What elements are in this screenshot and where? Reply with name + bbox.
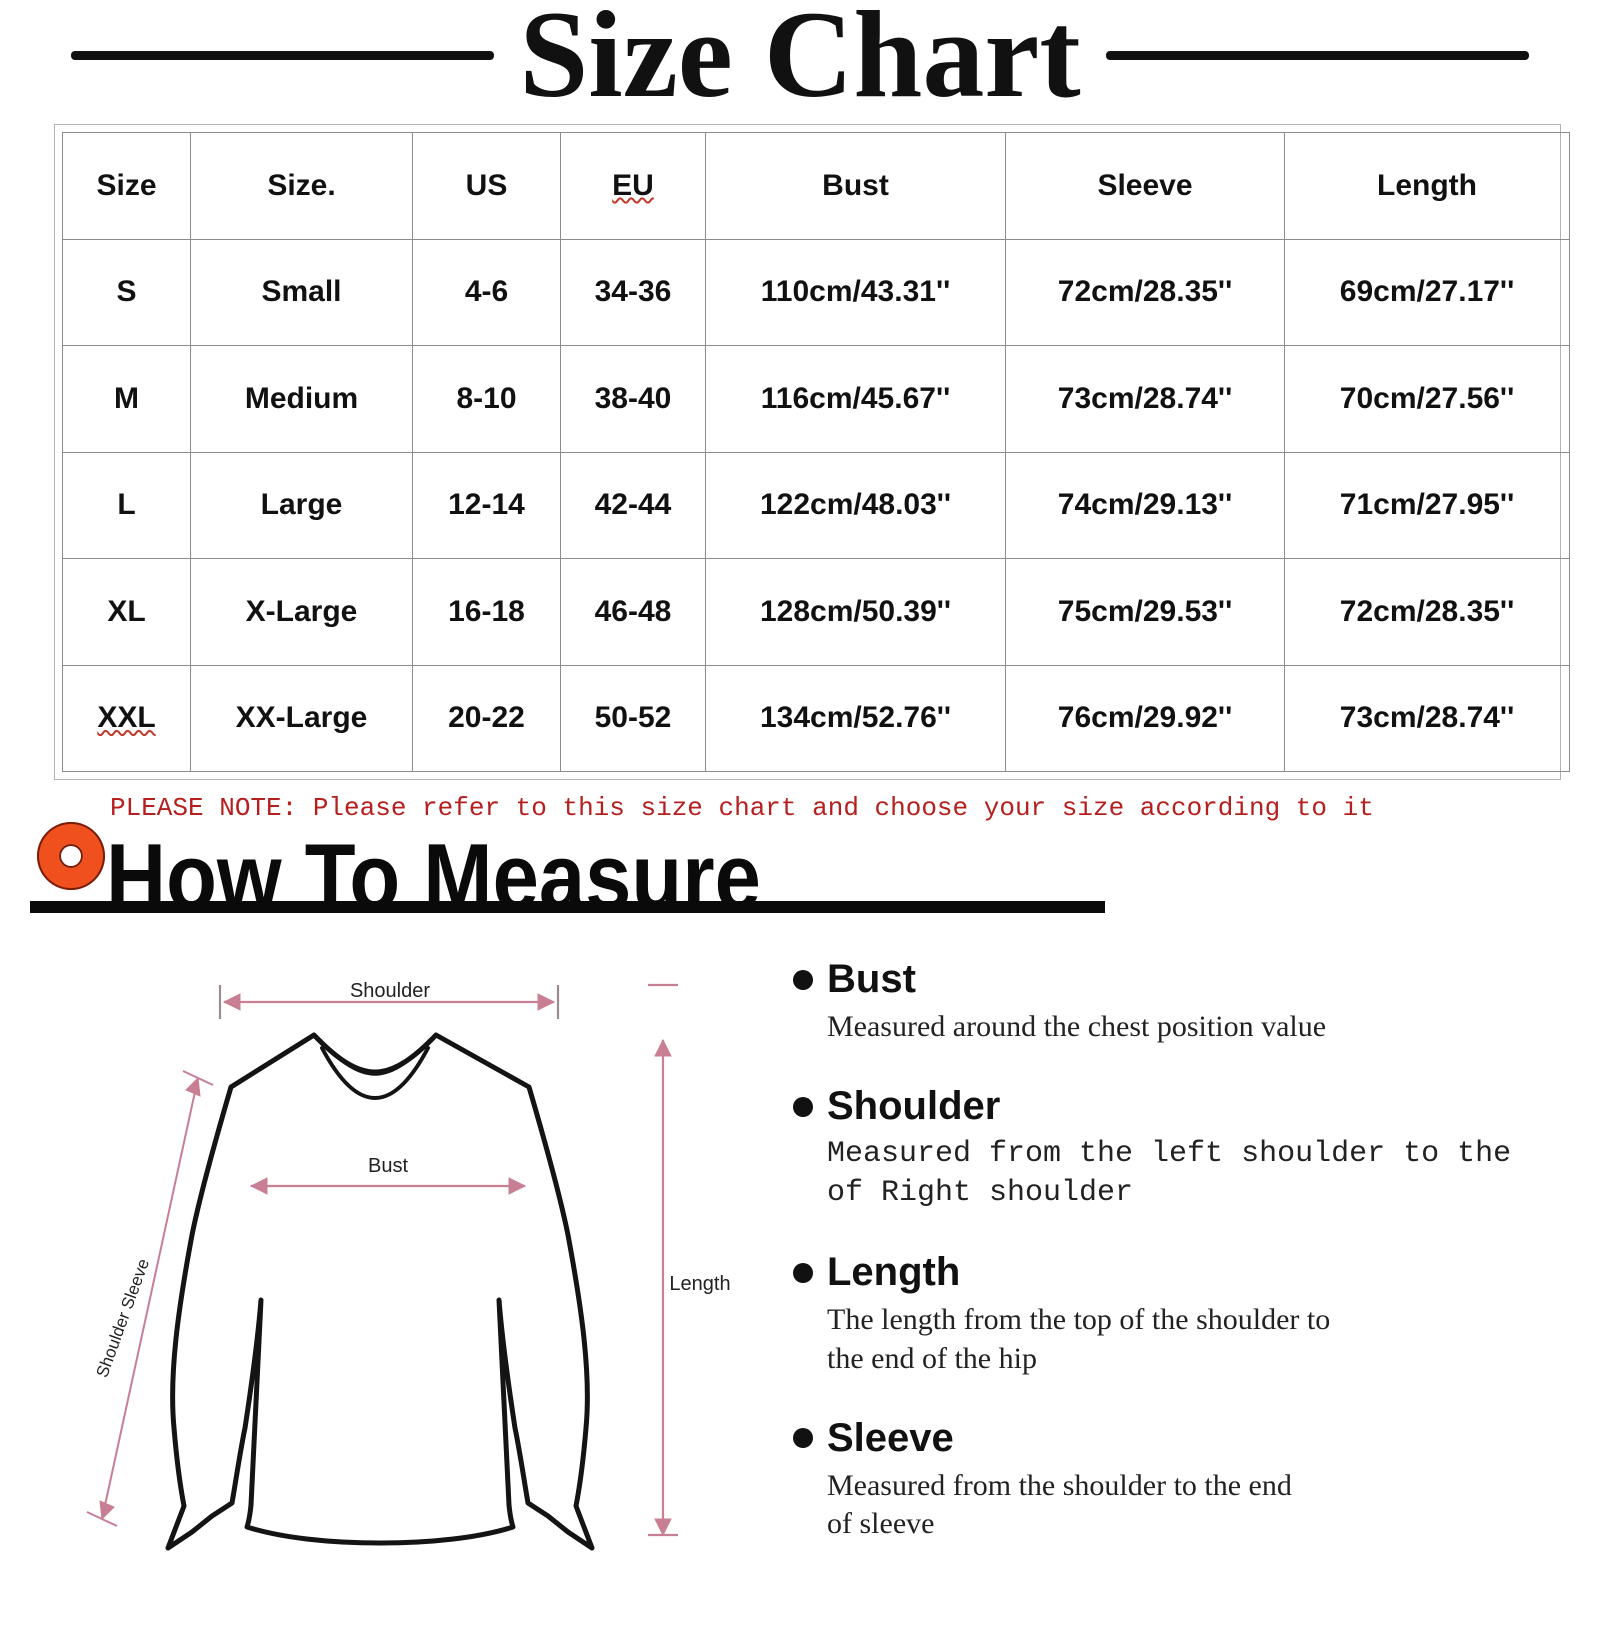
svg-text:Shoulder: Shoulder <box>350 980 430 1002</box>
svg-text:Bust: Bust <box>368 1155 408 1177</box>
svg-text:Length: Length <box>669 1273 730 1295</box>
svg-text:Shoulder Sleeve: Shoulder Sleeve <box>93 1256 154 1380</box>
